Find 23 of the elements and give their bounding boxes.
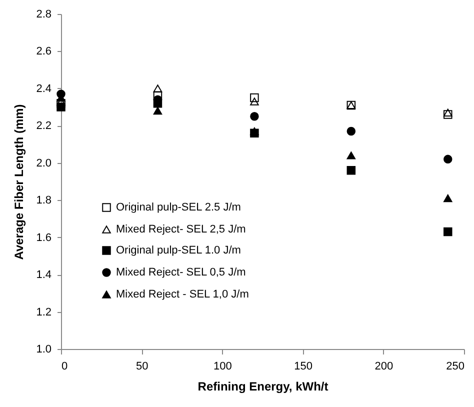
- y-tick-label: 1.8: [36, 194, 52, 207]
- x-tick-label: 100: [214, 360, 232, 372]
- y-tick-label: 1.6: [36, 232, 52, 244]
- y-axis-title: Average Fiber Length (mm): [12, 104, 26, 260]
- y-tick-label: 2.2: [36, 120, 52, 132]
- y-tick-label: 1.2: [36, 306, 52, 318]
- x-axis-title: Refining Energy, kWh/t: [198, 380, 328, 394]
- y-tick-label: 1.0: [36, 344, 52, 356]
- legend-label: Mixed Reject- SEL 2,5 J/m: [116, 224, 246, 236]
- y-tick-label: 2.0: [36, 157, 52, 170]
- x-tick-label: 250: [446, 360, 464, 372]
- x-tick-label: 0: [62, 360, 68, 372]
- legend-label: Original pulp-SEL 2.5 J/m: [116, 202, 241, 214]
- x-tick-label: 200: [374, 360, 394, 372]
- y-tick-label: 2.8: [36, 8, 52, 20]
- x-tick-label: 150: [294, 360, 312, 372]
- x-tick-label: 50: [136, 360, 148, 372]
- y-tick-label: 1.4: [36, 269, 52, 282]
- legend-label: Original pulp-SEL 1.0 J/m: [116, 244, 241, 256]
- legend-label: Mixed Reject- SEL 0,5 J/m: [116, 266, 246, 278]
- legend-label: Mixed Reject - SEL 1,0 J/m: [116, 288, 249, 300]
- y-tick-label: 2.6: [36, 46, 52, 58]
- y-tick-label: 2.4: [36, 82, 52, 95]
